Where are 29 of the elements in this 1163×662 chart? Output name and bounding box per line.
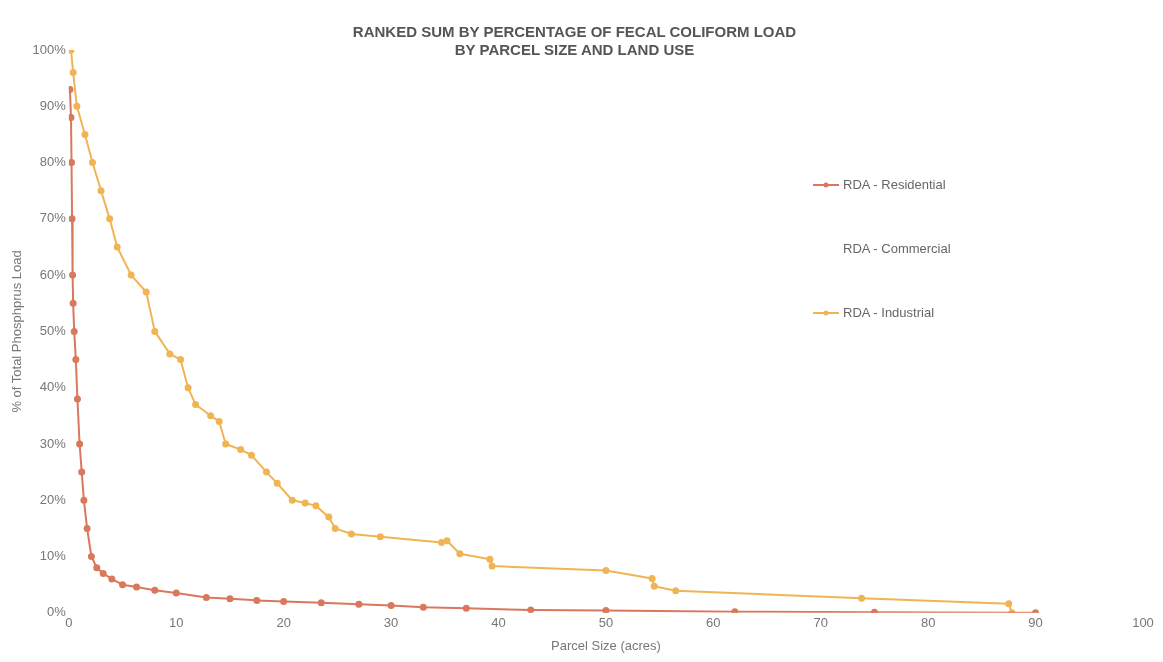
x-tick-label: 10 (169, 615, 184, 631)
y-tick-label: 30% (39, 435, 67, 451)
x-tick-label: 40 (491, 615, 506, 631)
x-tick-label: 20 (276, 615, 291, 631)
x-tick-label: 100 (1132, 615, 1154, 631)
x-tick-label: 90 (1028, 615, 1043, 631)
text: RDA - Commercial (843, 240, 951, 256)
y-tick-label: 60% (39, 266, 67, 282)
y-tick-label: 50% (39, 322, 67, 338)
y-tick-label: 40% (39, 379, 67, 395)
y-tick-label: 70% (39, 210, 67, 226)
y-tick-label: 100% (32, 41, 67, 57)
x-tick-label: 0 (65, 615, 73, 631)
text: BY PARCEL SIZE AND LAND USE (454, 41, 695, 59)
x-tick-label: 70 (813, 615, 828, 631)
y-tick-label: 10% (39, 548, 67, 564)
text: RANKED SUM BY PERCENTAGE OF FECAL COLIFORM LOAD (352, 23, 797, 41)
y-tick-label: 0% (47, 604, 67, 620)
legend-label: RDA - Residential (843, 176, 946, 192)
x-tick-label: 60 (706, 615, 721, 631)
x-tick-label: 50 (598, 615, 614, 631)
x-tick-label: 80 (920, 615, 936, 631)
y-tick-label: 20% (39, 491, 67, 507)
y-tick-label: 80% (39, 154, 67, 170)
y-tick-label: 90% (39, 97, 67, 113)
legend-label: RDA - Industrial (843, 304, 935, 320)
x-axis-title: Parcel Size (acres) (551, 637, 661, 653)
y-axis-title: % of Total Phosphprus Load (9, 250, 25, 413)
x-tick-label: 30 (383, 615, 399, 631)
